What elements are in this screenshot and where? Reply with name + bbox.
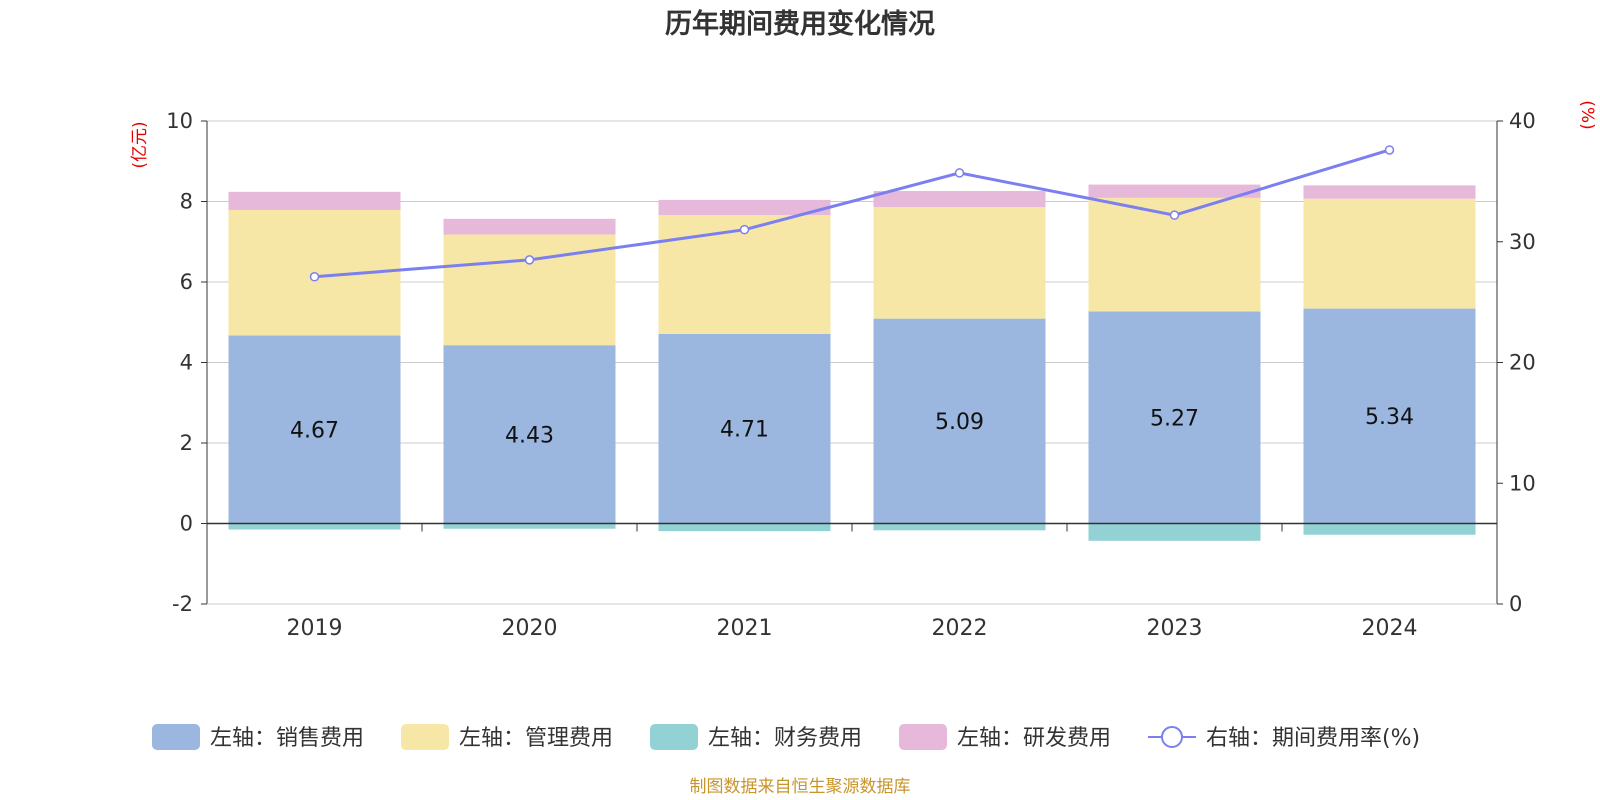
legend-label: 左轴：财务费用 [708,726,862,751]
legend-swatch [152,724,200,750]
bar-segment [1303,523,1476,535]
category-label: 2024 [1362,616,1418,641]
category-label: 2020 [502,616,558,641]
data-label: 5.34 [1365,405,1414,430]
bar-segment [443,218,616,235]
left-tick-label: -2 [172,592,193,616]
category-label: 2019 [287,616,343,641]
rate-point [739,224,750,235]
rate-point [524,255,535,265]
bar-segment [873,318,1046,524]
bar-segment [658,215,831,334]
left-axis-unit: (亿元) [130,121,150,168]
right-axis-unit: (%) [1577,100,1597,129]
bar-segment [873,191,1046,208]
data-label-layer: 4.67 4.43 4.71 5.09 5.27 5.34 [290,405,1414,448]
right-tick-label: 20 [1509,351,1536,375]
bar-segment [873,523,1046,531]
left-tick-label: 6 [180,270,193,294]
rate-line [314,148,1390,279]
bar-segment [1088,311,1261,524]
bar-layer [228,184,1476,541]
bar-segment [658,523,831,532]
rate-line-layer [309,145,1395,282]
right-tick-label: 0 [1509,592,1522,616]
data-label: 4.67 [290,419,339,444]
legend-marker-symbol [1161,726,1183,748]
bar-segment [228,335,401,524]
bar-segment [658,199,831,216]
data-label: 4.71 [720,418,769,443]
legend-swatch [650,724,698,750]
left-tick-label: 8 [180,190,193,214]
legend-label: 右轴：期间费用率(%) [1206,726,1420,751]
bar-segment [873,207,1046,319]
left-tick-label: 2 [180,431,193,455]
legend-label: 左轴：销售费用 [210,726,364,751]
right-tick-label: 30 [1509,230,1536,254]
right-tick-label: 10 [1509,471,1536,495]
bar-segment [1088,523,1261,541]
left-tick-label: 4 [180,351,193,375]
legend: 左轴：销售费用 左轴：管理费用 左轴：财务费用 左轴：研发费用 右轴：期间费用率(%) [152,724,1420,751]
bar-segment [1303,308,1476,524]
left-tick-label: 10 [166,109,193,133]
rate-point [1169,210,1180,220]
category-label: 2023 [1147,616,1203,641]
source-note: 制图数据来自恒生聚源数据库 [690,777,911,797]
chart-title: 历年期间费用变化情况 [665,8,935,40]
rate-point [954,168,965,178]
legend-swatch [899,724,947,750]
left-tick-label: 0 [180,512,193,536]
bar-segment [1088,184,1261,198]
bar-segment [658,333,831,524]
bar-segment [1303,198,1476,309]
legend-label: 左轴：研发费用 [957,726,1111,751]
bar-segment [443,345,616,524]
rate-point [309,272,320,282]
data-label: 4.43 [505,423,554,448]
bar-segment [228,191,401,210]
rate-point [1384,145,1395,155]
axes: -2 0 2 4 6 8 10 0 10 20 30 40 2019 2020 2021 2022 2023 20… [166,109,1535,641]
category-label: 2021 [717,616,773,641]
legend-label: 左轴：管理费用 [459,726,613,751]
data-label: 5.09 [935,410,984,435]
bar-segment [1303,185,1476,199]
right-tick-label: 40 [1509,109,1536,133]
category-label: 2022 [932,616,988,641]
legend-swatch [401,724,449,750]
bar-segment [443,523,616,529]
data-label: 5.27 [1150,406,1199,431]
bar-segment [228,523,401,530]
